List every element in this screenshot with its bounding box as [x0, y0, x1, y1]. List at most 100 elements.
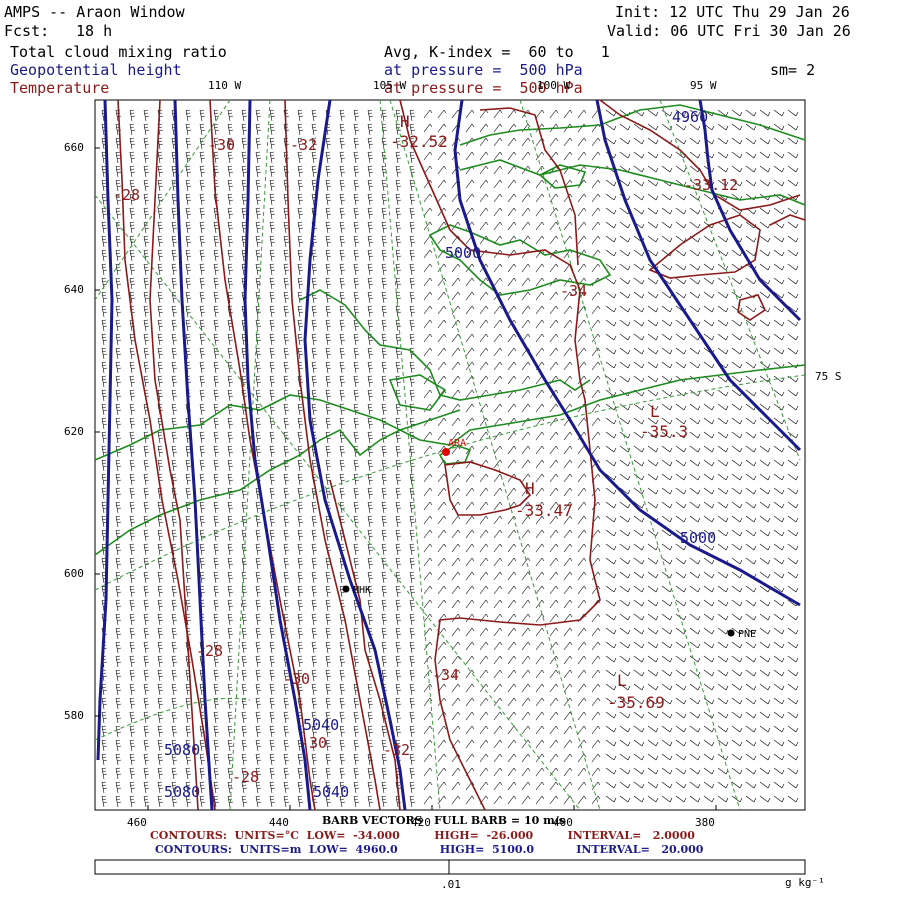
wind-barb — [661, 207, 673, 215]
wind-barb — [745, 151, 757, 159]
wind-barb — [507, 669, 517, 679]
wind-barb — [689, 739, 701, 747]
wind-barb — [185, 697, 192, 710]
wind-barb — [227, 361, 234, 374]
wind-barb — [339, 613, 346, 626]
wind-barb — [395, 529, 402, 542]
wind-barb — [619, 151, 631, 159]
wind-barb — [577, 417, 587, 427]
wind-barb — [605, 795, 617, 803]
temp-contour — [329, 479, 401, 811]
wind-barb — [717, 333, 729, 341]
wind-barb — [745, 515, 757, 523]
wind-barb — [535, 109, 545, 119]
wind-barb — [283, 445, 290, 458]
wind-barb — [773, 333, 785, 341]
wind-barb — [199, 151, 206, 164]
wind-barb — [507, 627, 517, 637]
wind-barb — [157, 235, 164, 248]
wind-barb — [577, 263, 587, 273]
wind-barb — [605, 529, 617, 537]
wind-barb — [283, 263, 290, 276]
wind-barb — [381, 459, 388, 472]
wind-barb — [647, 137, 659, 145]
wind-barb — [647, 193, 659, 201]
wind-barb — [185, 739, 192, 752]
wind-barb — [745, 445, 757, 453]
wind-barb — [171, 697, 178, 710]
wind-barb — [297, 207, 304, 220]
station-mhk-marker[interactable] — [342, 585, 350, 593]
wind-barb — [479, 459, 489, 469]
wind-barbs — [101, 109, 799, 808]
wind-barb — [311, 123, 318, 136]
wind-barb — [395, 711, 402, 724]
wind-barb — [787, 263, 799, 271]
wind-barb — [703, 333, 715, 341]
wind-barb — [605, 291, 617, 299]
wind-barb — [283, 571, 290, 584]
wind-barb — [409, 669, 416, 682]
wind-barb — [423, 795, 433, 805]
wind-barb — [745, 277, 757, 285]
wind-barb — [115, 753, 122, 766]
wind-barb — [423, 641, 433, 651]
wind-barb — [255, 655, 262, 668]
wind-barb — [549, 207, 559, 217]
wind-barb — [619, 417, 631, 425]
wind-barb — [563, 459, 573, 469]
wind-barb — [577, 557, 587, 567]
wind-barb — [269, 123, 276, 136]
wind-barb — [633, 193, 645, 201]
wind-barb — [325, 417, 332, 430]
wind-barb — [549, 627, 559, 637]
wind-barb — [633, 165, 645, 173]
wind-barb — [675, 627, 687, 635]
height-label: 5040 — [303, 716, 339, 734]
wind-barb — [199, 277, 206, 290]
wind-barb — [759, 543, 771, 551]
wind-barb — [675, 543, 687, 551]
wind-barb — [563, 389, 573, 399]
wind-barb — [227, 543, 234, 556]
wind-barb — [451, 417, 461, 427]
wind-barb — [451, 557, 461, 567]
wind-barb — [493, 305, 503, 315]
wind-barb — [787, 683, 799, 691]
wind-barb — [353, 641, 360, 654]
wind-barb — [535, 725, 545, 735]
wind-barb — [171, 627, 178, 640]
wind-barb — [661, 795, 673, 803]
wind-barb — [493, 627, 503, 637]
wind-barb — [521, 641, 531, 651]
wind-barb — [101, 277, 108, 290]
wind-barb — [241, 613, 248, 626]
cloud-contour — [94, 409, 461, 556]
wind-barb — [269, 711, 276, 724]
wind-barb — [563, 655, 573, 665]
wind-barb — [409, 417, 416, 430]
wind-barb — [577, 193, 587, 203]
wind-barb — [605, 319, 617, 327]
wind-barb — [563, 739, 573, 749]
station-ara-marker[interactable] — [442, 448, 450, 456]
wind-barb — [465, 333, 475, 343]
wind-barb — [171, 613, 178, 626]
wind-barb — [381, 767, 388, 780]
wind-barb — [549, 263, 559, 273]
wind-barb — [717, 781, 729, 789]
wind-barb — [563, 697, 573, 707]
wind-barb — [297, 319, 304, 332]
wind-barb — [787, 697, 799, 705]
wind-barb — [507, 305, 517, 315]
wind-barb — [381, 571, 388, 584]
wind-barb — [479, 711, 489, 721]
wind-barb — [563, 627, 573, 637]
wind-barb — [311, 333, 318, 346]
wind-barb — [787, 655, 799, 663]
wind-barb — [633, 445, 645, 453]
wind-barb — [521, 627, 531, 637]
wind-barb — [507, 753, 517, 763]
wind-barb — [591, 431, 601, 441]
station-pne-marker[interactable] — [727, 629, 735, 637]
